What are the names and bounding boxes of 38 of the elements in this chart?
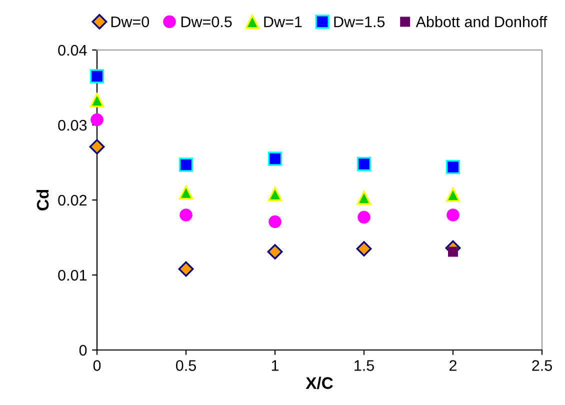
point <box>446 188 460 202</box>
point <box>356 190 372 205</box>
y-tick-label: 0.03 <box>58 120 87 131</box>
point <box>268 186 282 202</box>
point <box>268 215 282 228</box>
legend-label: Dw=1.5 <box>334 16 385 28</box>
point <box>89 139 105 154</box>
point <box>90 113 104 126</box>
point <box>90 69 104 84</box>
point <box>356 241 372 256</box>
point <box>446 208 460 222</box>
point <box>180 208 192 222</box>
legend-label: Dw=1 <box>264 16 302 28</box>
x-tick-label: 0 <box>93 360 101 371</box>
y-tick-label: 0.04 <box>58 44 87 56</box>
x-axis-title: X/C <box>306 376 333 390</box>
point <box>356 156 372 172</box>
point <box>267 244 283 260</box>
x-tick-label: 1.5 <box>354 360 374 371</box>
point <box>268 152 282 166</box>
x-tick-label: 1 <box>272 360 279 371</box>
x-tick-label: 2 <box>450 360 456 371</box>
legend-label: Dw=0.5 <box>181 16 232 28</box>
y-tick-label: 0.01 <box>58 270 87 281</box>
point <box>358 210 370 224</box>
point <box>178 185 194 200</box>
y-tick-label: 0.02 <box>58 194 87 206</box>
point <box>446 160 460 174</box>
x-tick-label: 2.5 <box>532 360 552 371</box>
legend-label: Abbott and Donhoff <box>416 16 548 28</box>
point <box>90 93 104 108</box>
point <box>178 158 194 172</box>
y-axis-title: Cd <box>36 190 49 210</box>
point <box>448 246 458 257</box>
legend-label: Dw=0 <box>111 16 150 28</box>
x-tick-label: 0.5 <box>176 360 196 371</box>
y-tick-label: 0 <box>79 344 87 356</box>
point <box>178 261 194 277</box>
